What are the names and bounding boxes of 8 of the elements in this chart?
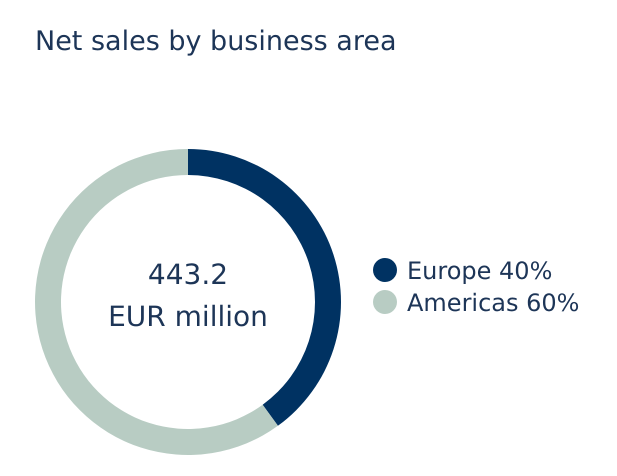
data-label: 60% <box>526 289 580 317</box>
text: EUR million <box>108 300 268 333</box>
text: 443.2 <box>148 258 228 291</box>
legend-label: Americas <box>407 289 519 317</box>
chart-title: Net sales by business area <box>35 26 397 57</box>
donut-slice <box>35 149 278 455</box>
data-label: 40% <box>499 257 552 285</box>
legend-label: Europe <box>407 257 492 285</box>
